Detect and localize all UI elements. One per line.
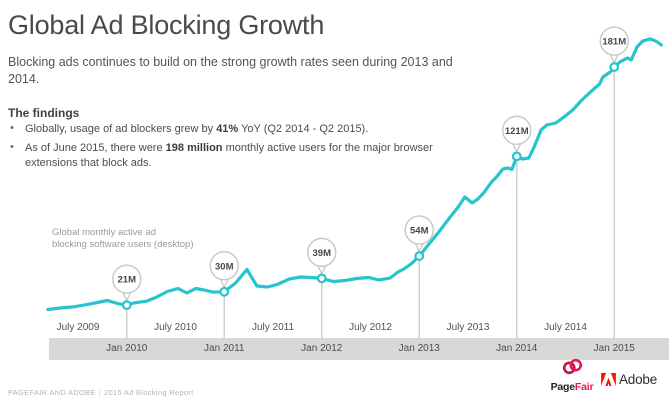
x-tick-jan-2011: Jan 2011 bbox=[204, 343, 245, 354]
x-tick-july-2012: July 2012 bbox=[349, 322, 392, 333]
marker-value-label: 181M bbox=[602, 37, 626, 48]
data-point-dot bbox=[609, 62, 620, 72]
subtitle: Blocking ads continues to build on the s… bbox=[8, 55, 453, 86]
marker-value-label: 39M bbox=[313, 248, 332, 259]
data-point-dot bbox=[414, 251, 425, 261]
chart-series-label: Global monthly active ad blocking softwa… bbox=[52, 227, 194, 251]
pagefair-word-page: Page bbox=[550, 381, 575, 393]
x-tick-july-2013: July 2013 bbox=[446, 322, 490, 333]
marker-value-label: 121M bbox=[505, 126, 529, 137]
finding-text: YoY (Q2 2014 - Q2 2015). bbox=[238, 123, 369, 135]
finding-highlight: 198 million bbox=[165, 141, 223, 154]
footer-report-name: 2015 Ad Blocking Report bbox=[104, 388, 194, 397]
marker-value-label: 21M bbox=[118, 275, 137, 286]
x-tick-jan-2010: Jan 2010 bbox=[106, 343, 148, 354]
adobe-logo: Adobe bbox=[601, 372, 657, 387]
pagefair-swirl-icon bbox=[562, 358, 582, 375]
finding-text: As of June 2015, there were bbox=[25, 141, 166, 154]
footer-attribution: PAGEFAIR AND ADOBE | 2015 Ad Blocking Repo… bbox=[8, 388, 194, 397]
x-tick-july-2014: July 2014 bbox=[544, 322, 587, 333]
findings-heading: The findings bbox=[8, 106, 80, 120]
finding-highlight: 41% bbox=[216, 123, 239, 135]
finding-item-users: As of June 2015, there were 198 million … bbox=[8, 140, 470, 171]
x-tick-jan-2015: Jan 2015 bbox=[593, 343, 635, 354]
findings-list: Globally, usage of ad blockers grew by 4… bbox=[8, 121, 470, 175]
data-point-dot bbox=[511, 151, 522, 162]
marker-balloon bbox=[404, 215, 434, 245]
data-point-dot bbox=[316, 273, 327, 284]
marker-balloon bbox=[307, 237, 337, 268]
marker-value-label: 30M bbox=[215, 261, 234, 272]
footer-separator: | bbox=[98, 388, 102, 397]
x-tick-jan-2013: Jan 2013 bbox=[398, 343, 440, 354]
marker-balloon bbox=[502, 115, 532, 146]
adobe-wordmark: Adobe bbox=[619, 372, 658, 387]
data-point-dot bbox=[121, 300, 132, 311]
pagefair-word-fair: Fair bbox=[574, 381, 594, 393]
finding-text: monthly active users for the major brows… bbox=[25, 141, 433, 169]
x-tick-july-2009: July 2009 bbox=[56, 322, 100, 333]
marker-balloon bbox=[209, 251, 239, 281]
pagefair-wordmark: PageFair bbox=[549, 381, 595, 393]
trend-line bbox=[46, 37, 664, 312]
marker-value-label: 54M bbox=[410, 226, 429, 237]
x-tick-jan-2014: Jan 2014 bbox=[496, 343, 538, 354]
x-tick-july-2011: July 2011 bbox=[251, 322, 295, 333]
finding-text: Globally, usage of ad blockers grew by bbox=[25, 123, 217, 135]
x-tick-july-2010: July 2010 bbox=[154, 322, 197, 333]
adobe-a-icon bbox=[601, 373, 616, 386]
marker-balloon bbox=[599, 26, 629, 56]
footer-source: PAGEFAIR AND ADOBE bbox=[8, 388, 96, 397]
pagefair-logo: PageFair bbox=[549, 357, 595, 393]
marker-balloon bbox=[112, 264, 142, 294]
finding-item-growth: Globally, usage of ad blockers grew by 4… bbox=[8, 121, 470, 137]
x-tick-jan-2012: Jan 2012 bbox=[301, 343, 343, 354]
data-point-dot bbox=[219, 286, 230, 297]
page-title: Global Ad Blocking Growth bbox=[8, 10, 325, 40]
x-axis-band bbox=[49, 338, 669, 360]
